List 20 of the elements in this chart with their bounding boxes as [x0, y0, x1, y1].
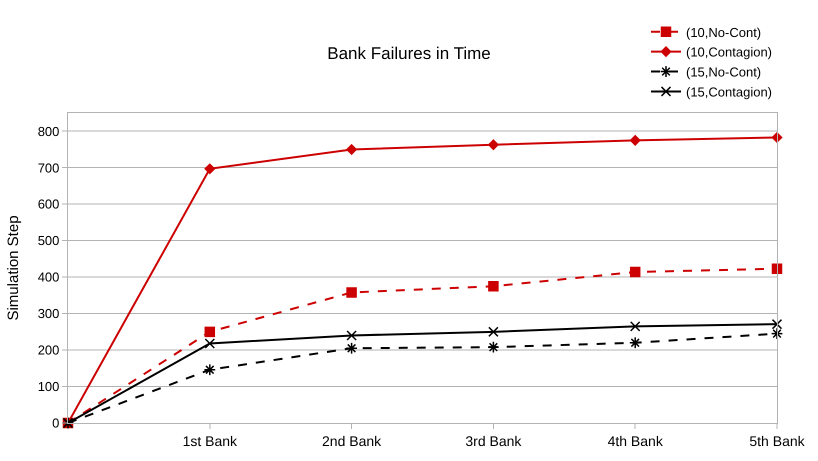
x-tick-label: 3rd Bank — [465, 432, 522, 449]
chart-title: Bank Failures in Time — [327, 44, 491, 63]
y-tick-label: 300 — [38, 306, 60, 322]
y-tick-label: 200 — [38, 342, 60, 358]
y-tick-label: 600 — [38, 196, 60, 212]
y-tick-label: 400 — [38, 270, 60, 285]
x-tick-label: 1st Bank — [182, 432, 238, 449]
legend-label: (10,Contagion) — [686, 44, 772, 60]
y-tick-label: 100 — [38, 379, 60, 394]
legend-label: (10,No-Cont) — [686, 24, 762, 40]
y-tick-label: 800 — [38, 124, 60, 139]
legend-label: (15,Contagion) — [686, 84, 772, 100]
y-tick-label: 500 — [38, 233, 60, 248]
y-tick-label: 0 — [52, 416, 60, 431]
y-tick-label: 700 — [38, 160, 60, 176]
legend-label: (15,No-Cont) — [686, 64, 762, 80]
x-tick-label: 2nd Bank — [322, 432, 382, 449]
x-tick-label: 5th Bank — [749, 432, 806, 449]
y-axis-title: Simulation Step — [4, 215, 22, 321]
x-tick-label: 4th Bank — [608, 432, 664, 449]
